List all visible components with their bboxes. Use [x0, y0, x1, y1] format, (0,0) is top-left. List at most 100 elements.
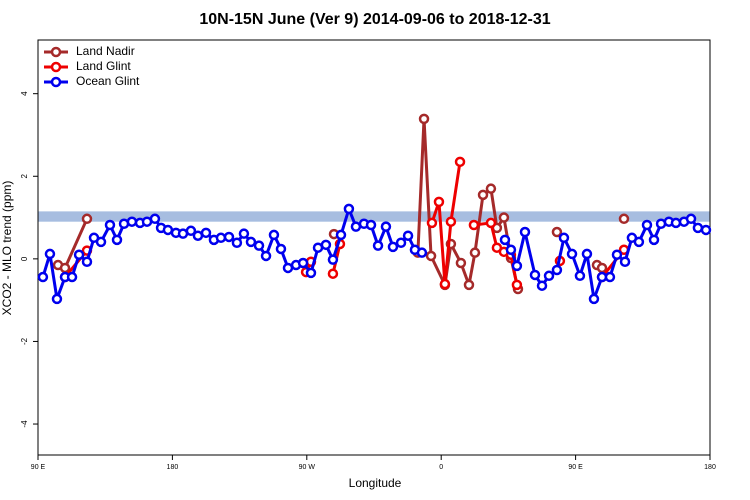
- data-point: [327, 268, 339, 279]
- data-point: [350, 221, 362, 232]
- data-point: [425, 250, 437, 262]
- data-point: [51, 293, 63, 305]
- data-point: [253, 240, 265, 251]
- data-point: [551, 226, 563, 238]
- data-point: [66, 271, 78, 283]
- data-point: [343, 203, 355, 215]
- series-line: [58, 119, 624, 289]
- data-point: [245, 236, 257, 248]
- legend-label: Ocean Glint: [76, 74, 140, 88]
- data-point: [700, 224, 712, 236]
- data-point: [402, 230, 414, 241]
- data-point: [426, 217, 438, 229]
- chart-title: 10N-15N June (Ver 9) 2014-09-06 to 2018-…: [199, 11, 550, 28]
- data-point: [44, 248, 56, 260]
- data-point: [73, 249, 85, 260]
- data-point: [485, 217, 497, 229]
- data-point: [185, 225, 197, 237]
- data-point: [215, 232, 227, 244]
- y-tick-label: 2: [20, 173, 29, 178]
- data-point: [95, 236, 107, 248]
- y-tick-label: -4: [20, 420, 29, 428]
- x-tick-label: 90 E: [31, 464, 46, 471]
- data-point: [633, 236, 645, 248]
- legend-marker: [50, 76, 62, 88]
- data-point: [149, 213, 161, 225]
- legend-marker: [50, 61, 62, 73]
- data-point: [463, 279, 475, 291]
- data-point: [692, 222, 704, 234]
- data-point: [604, 271, 616, 283]
- data-point: [433, 196, 445, 208]
- data-point: [380, 221, 392, 232]
- data-point: [529, 269, 541, 281]
- data-point: [238, 228, 250, 239]
- data-point: [327, 254, 339, 265]
- plot-frame: [37, 39, 711, 456]
- data-point: [162, 224, 174, 236]
- x-axis-label: Longitude: [349, 476, 402, 490]
- reference-band: [38, 211, 710, 222]
- data-point: [282, 262, 294, 274]
- legend-label: Land Glint: [76, 59, 131, 73]
- data-point: [511, 279, 523, 291]
- data-point: [81, 256, 93, 267]
- data-point: [365, 219, 377, 231]
- x-tick-label: 180: [704, 464, 716, 471]
- legend-marker: [50, 46, 62, 58]
- data-point: [126, 216, 138, 227]
- data-point: [268, 229, 280, 241]
- data-point: [468, 219, 480, 231]
- data-point: [455, 257, 467, 269]
- data-point: [200, 227, 212, 239]
- data-point: [335, 229, 347, 241]
- data-point: [499, 234, 511, 246]
- data-point: [581, 248, 593, 260]
- data-point: [104, 219, 116, 231]
- data-point: [81, 213, 93, 225]
- data-point: [566, 248, 578, 260]
- data-point: [275, 243, 287, 255]
- data-point: [320, 239, 332, 251]
- x-tick-label: 0: [439, 464, 443, 471]
- data-point: [648, 234, 660, 246]
- data-point: [59, 262, 71, 274]
- data-point: [416, 247, 428, 258]
- data-point: [305, 267, 317, 279]
- data-point: [596, 262, 608, 274]
- data-point: [670, 217, 682, 229]
- data-point: [231, 237, 243, 249]
- y-axis-label: XCO2 - MLO trend (ppm): [0, 181, 14, 316]
- data-point: [536, 280, 548, 291]
- data-point: [485, 183, 497, 194]
- data-point: [519, 226, 531, 238]
- data-point: [619, 256, 631, 267]
- x-tick-label: 90 E: [568, 464, 583, 471]
- data-point: [498, 212, 510, 223]
- legend-label: Land Nadir: [76, 44, 135, 58]
- data-point: [505, 244, 517, 256]
- data-point: [641, 219, 653, 231]
- x-tick-label: 90 W: [299, 464, 316, 471]
- data-point: [395, 237, 407, 249]
- data-point: [551, 264, 563, 276]
- data-point: [445, 216, 457, 227]
- data-point: [477, 189, 489, 201]
- data-point: [574, 270, 586, 282]
- data-point: [223, 231, 235, 243]
- y-tick-label: 4: [20, 91, 29, 96]
- data-point: [469, 247, 481, 258]
- y-tick-label: -2: [20, 337, 29, 345]
- data-point: [543, 270, 555, 282]
- data-point: [439, 278, 451, 290]
- data-point: [387, 241, 399, 253]
- data-point: [588, 293, 600, 305]
- data-point: [260, 250, 272, 262]
- y-tick-label: 0: [20, 256, 29, 261]
- data-point: [297, 257, 309, 269]
- data-point: [511, 260, 523, 272]
- data-point: [558, 232, 570, 244]
- data-point: [454, 156, 466, 168]
